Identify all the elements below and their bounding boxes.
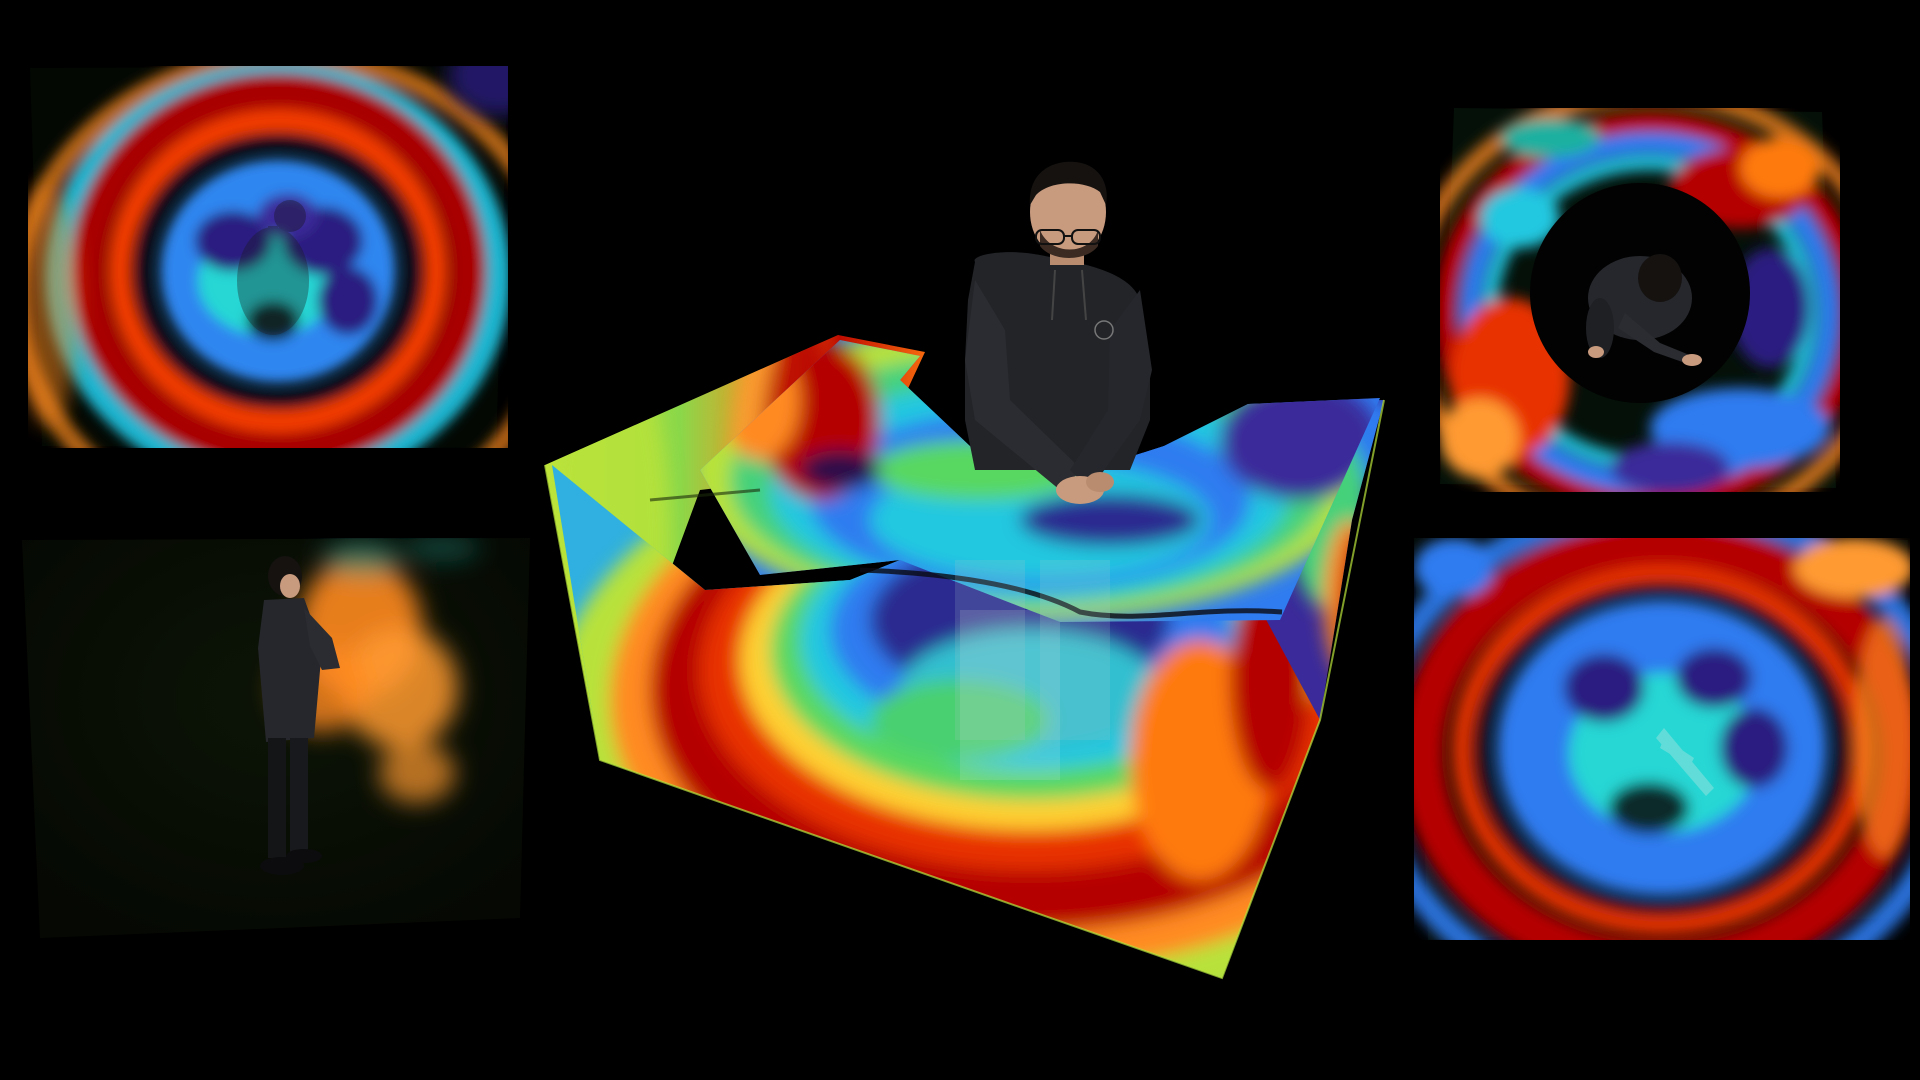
volume-outline: [544, 399, 1385, 980]
top-right-wave-rings: [1440, 108, 1840, 492]
top-left-wave-rings: [28, 66, 508, 448]
person-overhead-figure: [237, 200, 309, 335]
person-overhead-figure: [1656, 728, 1714, 796]
bottom-right-overhead-view: [1414, 538, 1910, 940]
bottom-left-side-view: [22, 538, 532, 938]
person-side-figure: [258, 556, 340, 875]
person-overhead-figure: [1586, 254, 1702, 366]
surface-seam-line: [859, 567, 1283, 619]
top-right-overhead-view: [1440, 108, 1840, 492]
bottom-right-wave-rings: [1414, 538, 1910, 940]
top-left-overhead-view: [28, 66, 508, 448]
bottom-left-glow-scene: [22, 538, 530, 938]
